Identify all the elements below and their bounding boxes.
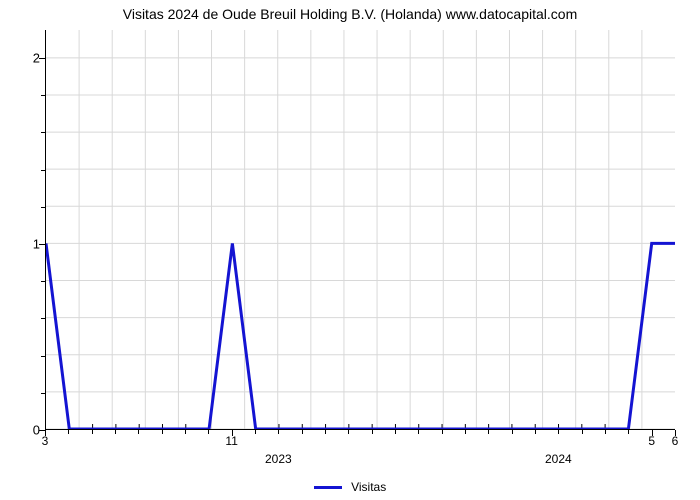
x-minor-tick-out	[185, 430, 186, 434]
y-minor-tick-out	[41, 393, 45, 394]
x-major-tick-out	[652, 430, 653, 436]
x-tick-label: 3	[42, 434, 49, 448]
x-tick-label: 6	[672, 434, 679, 448]
x-minor-tick-out	[442, 430, 443, 434]
x-year-label: 2024	[545, 452, 572, 466]
x-tick-label: 5	[648, 434, 655, 448]
x-minor-tick-out	[628, 430, 629, 434]
y-major-tick-out	[39, 58, 45, 59]
x-minor-tick-out	[488, 430, 489, 434]
x-minor-tick-out	[255, 430, 256, 434]
x-year-label: 2023	[265, 452, 292, 466]
x-minor-tick-out	[325, 430, 326, 434]
x-minor-tick-out	[558, 430, 559, 434]
x-minor-tick-out	[512, 430, 513, 434]
legend-label: Visitas	[351, 480, 386, 494]
x-minor-tick-out	[162, 430, 163, 434]
x-minor-tick-out	[302, 430, 303, 434]
chart-title: Visitas 2024 de Oude Breuil Holding B.V.…	[0, 6, 700, 22]
x-minor-tick-out	[138, 430, 139, 434]
x-minor-tick-out	[465, 430, 466, 434]
x-minor-tick-out	[535, 430, 536, 434]
x-minor-tick-out	[372, 430, 373, 434]
chart-container: Visitas 2024 de Oude Breuil Holding B.V.…	[0, 0, 700, 500]
chart-legend: Visitas	[0, 480, 700, 494]
legend-line-icon	[314, 486, 342, 489]
chart-plot-area	[45, 30, 675, 430]
x-minor-tick-out	[418, 430, 419, 434]
y-major-tick-out	[39, 430, 45, 431]
x-major-tick-out	[45, 430, 46, 436]
x-minor-tick-out	[115, 430, 116, 434]
x-minor-tick-out	[92, 430, 93, 434]
y-minor-tick-out	[41, 132, 45, 133]
y-minor-tick-out	[41, 281, 45, 282]
y-major-tick-out	[39, 244, 45, 245]
series-line	[46, 243, 675, 429]
y-minor-tick-out	[41, 356, 45, 357]
x-major-tick-out	[675, 430, 676, 436]
x-minor-tick-out	[278, 430, 279, 434]
x-tick-label: 11	[225, 434, 237, 448]
x-minor-tick-out	[582, 430, 583, 434]
y-minor-tick-out	[41, 318, 45, 319]
x-minor-tick-out	[605, 430, 606, 434]
x-minor-tick-out	[395, 430, 396, 434]
x-major-tick-out	[232, 430, 233, 436]
y-minor-tick-out	[41, 95, 45, 96]
y-minor-tick-out	[41, 207, 45, 208]
x-minor-tick-out	[348, 430, 349, 434]
x-minor-tick-out	[68, 430, 69, 434]
y-minor-tick-out	[41, 170, 45, 171]
x-minor-tick-out	[208, 430, 209, 434]
